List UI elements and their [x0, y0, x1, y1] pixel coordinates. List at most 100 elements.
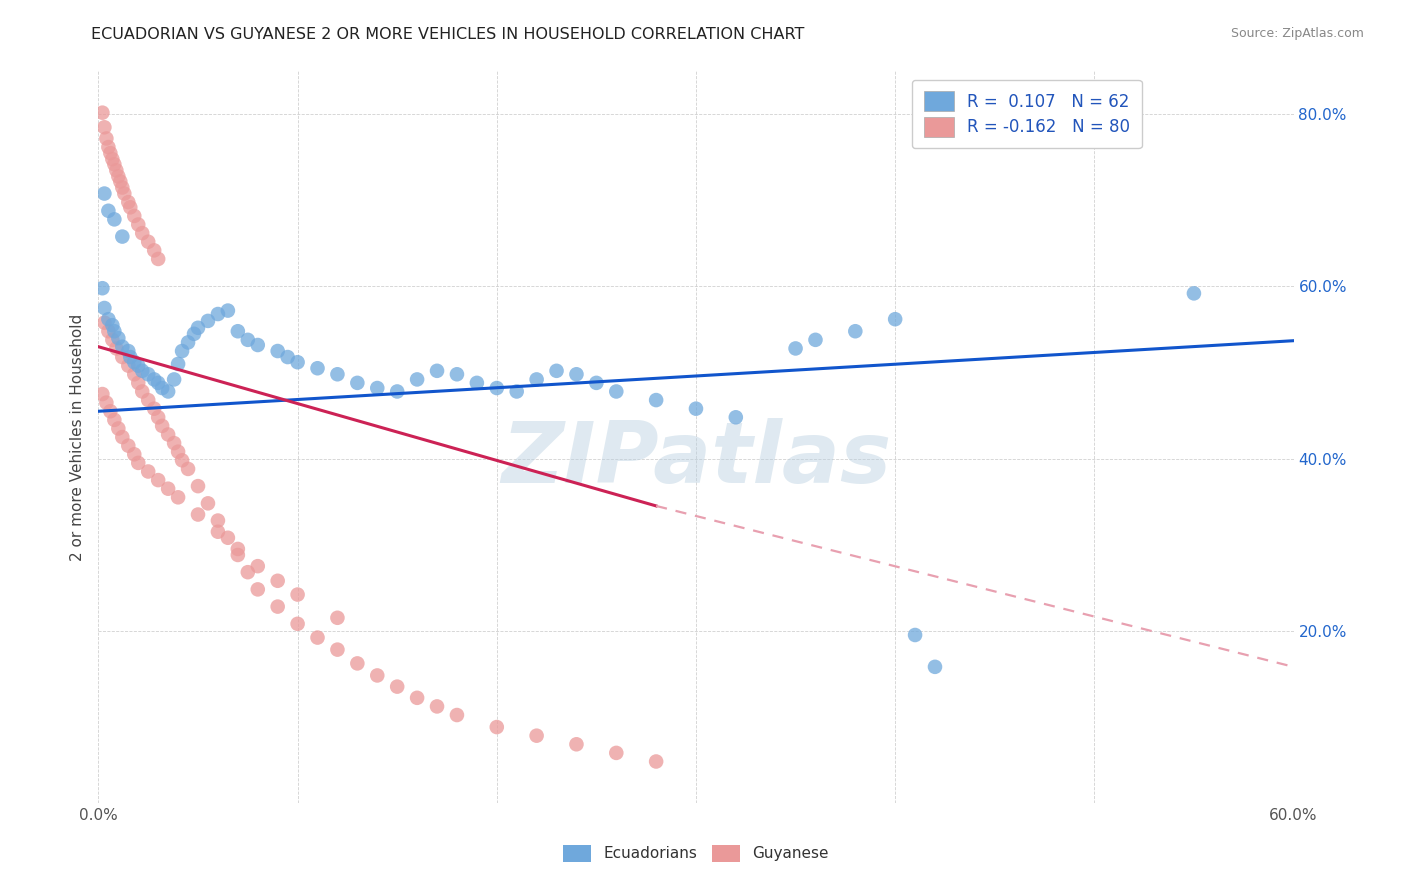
Point	[96, 395, 118, 409]
Point	[446, 708, 468, 723]
Point	[246, 338, 269, 352]
Point	[605, 746, 627, 760]
Point	[98, 404, 122, 418]
Point	[904, 628, 927, 642]
Point	[217, 531, 239, 545]
Point	[226, 548, 249, 562]
Point	[785, 342, 807, 356]
Point	[103, 324, 125, 338]
Point	[307, 361, 329, 376]
Point	[326, 611, 349, 625]
Point	[426, 364, 449, 378]
Point	[107, 169, 129, 184]
Point	[163, 372, 186, 386]
Point	[485, 381, 508, 395]
Point	[97, 324, 120, 338]
Point	[446, 368, 468, 382]
Point	[207, 514, 229, 528]
Point	[148, 410, 170, 425]
Point	[93, 120, 115, 135]
Point	[485, 720, 508, 734]
Point	[326, 368, 349, 382]
Point	[112, 186, 135, 201]
Point	[226, 541, 249, 556]
Point	[107, 331, 129, 345]
Point	[98, 146, 122, 161]
Point	[177, 335, 200, 350]
Point	[110, 174, 132, 188]
Point	[207, 307, 229, 321]
Point	[346, 376, 368, 390]
Point	[120, 350, 142, 364]
Point	[246, 559, 269, 574]
Point	[157, 427, 180, 442]
Point	[277, 350, 299, 364]
Point	[197, 496, 219, 510]
Point	[267, 599, 290, 614]
Point	[103, 212, 125, 227]
Point	[93, 316, 115, 330]
Point	[103, 157, 125, 171]
Point	[172, 344, 194, 359]
Point	[117, 195, 139, 210]
Point	[136, 465, 159, 479]
Point	[287, 616, 309, 631]
Point	[111, 430, 134, 444]
Point	[101, 333, 124, 347]
Point	[124, 355, 146, 369]
Point	[884, 312, 907, 326]
Point	[111, 229, 134, 244]
Point	[111, 350, 134, 364]
Point	[267, 574, 290, 588]
Point	[143, 244, 166, 258]
Point	[127, 218, 149, 232]
Point	[136, 235, 159, 249]
Point	[645, 393, 668, 408]
Point	[207, 524, 229, 539]
Point	[506, 384, 529, 399]
Point	[217, 303, 239, 318]
Y-axis label: 2 or more Vehicles in Household: 2 or more Vehicles in Household	[70, 313, 86, 561]
Point	[685, 401, 707, 416]
Point	[167, 491, 190, 505]
Point	[287, 355, 309, 369]
Point	[107, 421, 129, 435]
Point	[565, 737, 588, 751]
Point	[131, 226, 153, 240]
Point	[91, 387, 114, 401]
Point	[426, 699, 449, 714]
Point	[605, 384, 627, 399]
Point	[91, 105, 114, 120]
Point	[406, 372, 429, 386]
Point	[136, 393, 159, 408]
Point	[157, 482, 180, 496]
Point	[406, 690, 429, 705]
Point	[585, 376, 607, 390]
Point	[127, 376, 149, 390]
Point	[183, 326, 205, 341]
Point	[91, 281, 114, 295]
Point	[93, 186, 115, 201]
Point	[645, 755, 668, 769]
Point	[148, 376, 170, 390]
Point	[366, 668, 388, 682]
Point	[124, 368, 146, 382]
Point	[124, 447, 146, 461]
Point	[93, 301, 115, 315]
Point	[101, 318, 124, 333]
Point	[326, 642, 349, 657]
Point	[111, 180, 134, 194]
Point	[117, 359, 139, 373]
Point	[148, 252, 170, 266]
Point	[172, 453, 194, 467]
Point	[366, 381, 388, 395]
Point	[163, 436, 186, 450]
Point	[187, 508, 209, 522]
Point	[117, 344, 139, 359]
Point	[565, 368, 588, 382]
Point	[127, 359, 149, 373]
Point	[187, 479, 209, 493]
Point	[924, 660, 946, 674]
Point	[150, 381, 173, 395]
Point	[307, 631, 329, 645]
